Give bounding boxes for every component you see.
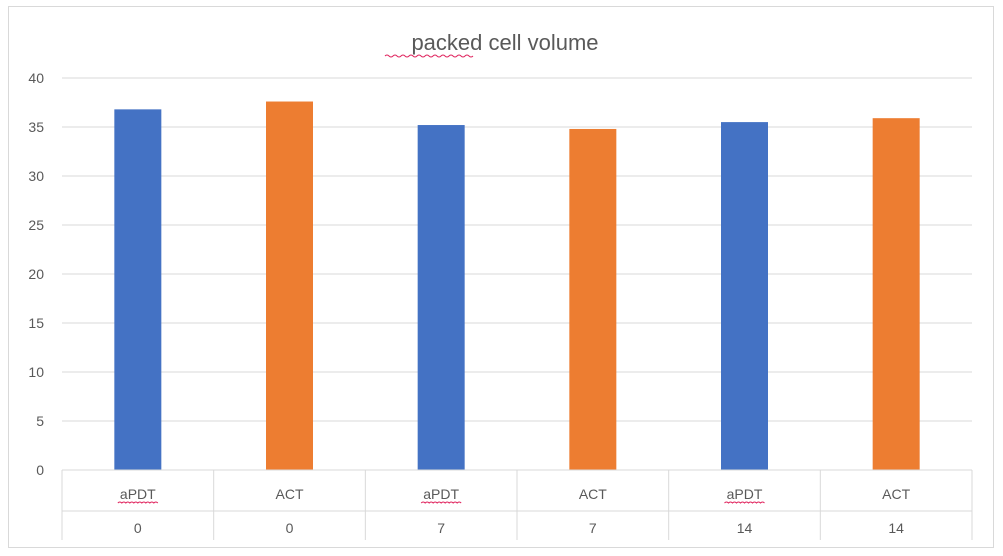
y-tick-label: 30	[28, 168, 44, 184]
bar-act-day-14	[872, 118, 920, 471]
x-group-label: ACT	[882, 486, 910, 502]
x-day-label: 7	[437, 520, 445, 536]
x-group-label: aPDT	[727, 486, 763, 502]
spellcheck-underline	[724, 501, 765, 504]
y-tick-label: 15	[28, 315, 44, 331]
bar-apdt-day-0	[114, 109, 162, 471]
x-group-label: aPDT	[423, 486, 459, 502]
spellcheck-underline	[117, 501, 159, 504]
x-group-label: ACT	[276, 486, 304, 502]
x-axis-table: aPDT 0 ACT 0 aPDT 7 ACT 7 aPDT 14 ACT 14	[61, 469, 973, 540]
bar-apdt-day-14	[721, 122, 768, 470]
y-axis-ticks: 0 5 10 15 20 25 30 35 40	[28, 70, 44, 478]
spellcheck-underline	[384, 54, 474, 58]
y-tick-label: 25	[28, 217, 44, 233]
bar-act-day-0	[266, 101, 313, 471]
y-tick-label: 40	[28, 70, 44, 86]
x-group-label: aPDT	[120, 486, 156, 502]
y-tick-label: 20	[28, 266, 44, 282]
bar-act-day-7	[569, 128, 617, 470]
y-tick-label: 10	[28, 364, 44, 380]
bar-apdt-day-7	[417, 125, 465, 470]
y-tick-label: 5	[36, 413, 44, 429]
x-group-label: ACT	[579, 486, 607, 502]
spellcheck-underline	[420, 501, 462, 504]
x-day-label: 0	[286, 520, 294, 536]
x-day-label: 7	[589, 520, 597, 536]
x-day-label: 14	[888, 520, 904, 536]
bars	[114, 101, 920, 471]
chart-frame	[8, 6, 994, 548]
y-tick-label: 35	[28, 119, 44, 135]
gridlines	[62, 77, 972, 471]
y-tick-label: 0	[36, 462, 44, 478]
x-day-label: 14	[737, 520, 753, 536]
x-day-label: 0	[134, 520, 142, 536]
chart-title: packed cell volume	[411, 30, 598, 55]
